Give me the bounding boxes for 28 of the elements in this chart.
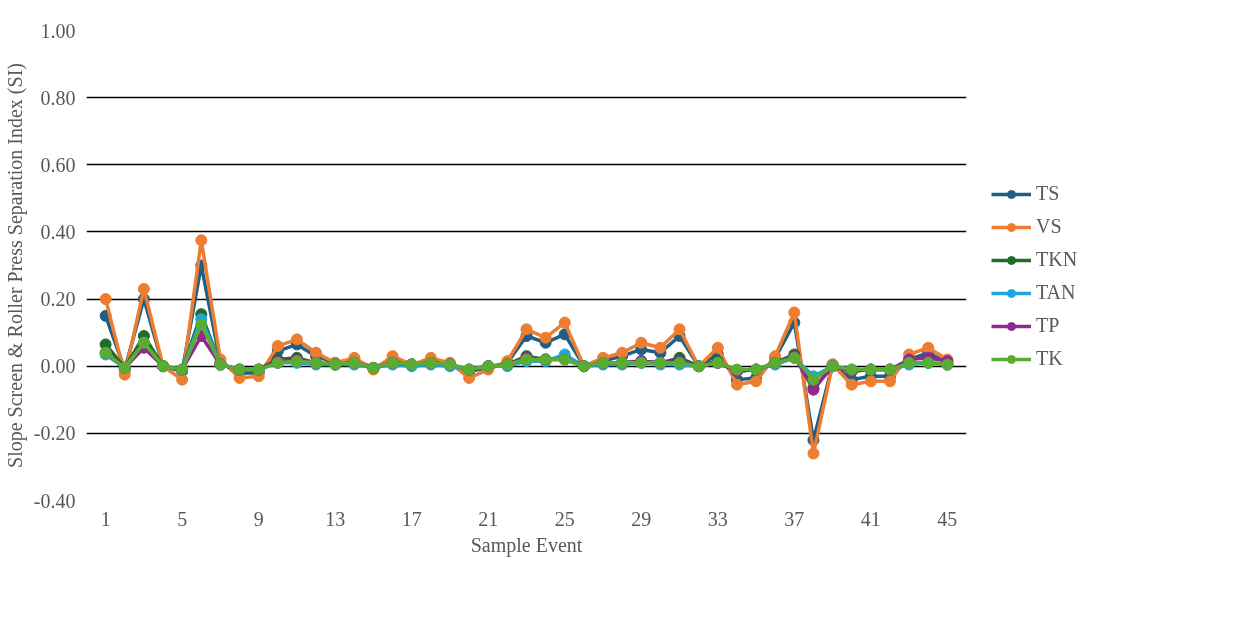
x-tick-label: 17 bbox=[401, 507, 422, 530]
legend-label: TP bbox=[1036, 314, 1060, 337]
x-tick-label: 37 bbox=[784, 507, 805, 530]
y-tick-label: -0.40 bbox=[33, 489, 76, 512]
y-axis-title: Slope Screen & Roller Press Separation Index (SI) bbox=[3, 63, 27, 468]
legend-label: TK bbox=[1036, 347, 1063, 370]
x-tick-label: 29 bbox=[631, 507, 652, 530]
x-tick-label: 9 bbox=[253, 507, 264, 530]
y-tick-label: 0.80 bbox=[40, 86, 76, 109]
x-tick-label: 45 bbox=[937, 507, 958, 530]
x-tick-label: 5 bbox=[177, 507, 188, 530]
x-tick-label: 41 bbox=[860, 507, 881, 530]
x-axis-title: Sample Event bbox=[470, 533, 583, 557]
y-tick-label: 1.00 bbox=[40, 19, 76, 42]
legend-label: TS bbox=[1036, 182, 1060, 205]
legend-label: VS bbox=[1036, 215, 1062, 238]
y-tick-label: 0.40 bbox=[40, 220, 76, 243]
legend-label: TKN bbox=[1036, 248, 1078, 271]
y-tick-label: 0.60 bbox=[40, 153, 76, 176]
x-tick-label: 25 bbox=[554, 507, 575, 530]
x-tick-label: 1 bbox=[100, 507, 111, 530]
x-tick-label: 21 bbox=[478, 507, 499, 530]
y-tick-label: -0.20 bbox=[33, 422, 76, 445]
x-tick-label: 13 bbox=[325, 507, 346, 530]
y-tick-label: 0.00 bbox=[40, 355, 76, 378]
y-tick-label: 0.20 bbox=[40, 288, 76, 311]
legend-label: TAN bbox=[1036, 281, 1076, 304]
x-tick-label: 33 bbox=[707, 507, 728, 530]
